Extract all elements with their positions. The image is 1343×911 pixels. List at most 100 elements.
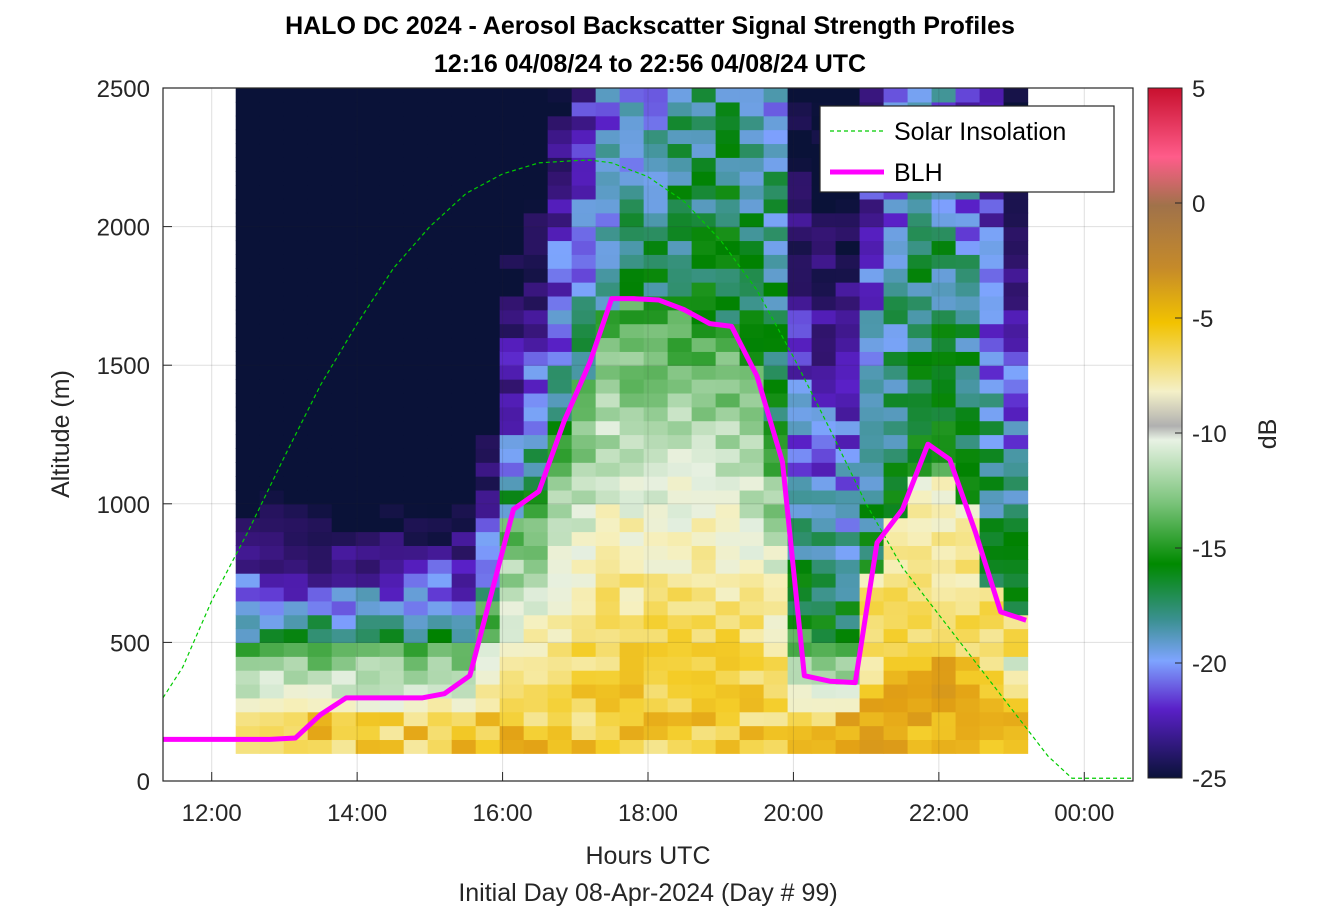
heatmap-cell bbox=[547, 489, 573, 505]
heatmap-cell bbox=[283, 351, 309, 366]
heatmap-cell bbox=[715, 337, 741, 352]
heatmap-cell bbox=[235, 503, 261, 519]
heatmap-cell bbox=[403, 365, 429, 380]
heatmap-cell bbox=[259, 683, 285, 699]
heatmap-cell bbox=[355, 517, 381, 533]
heatmap-cell bbox=[547, 282, 573, 297]
heatmap-cell bbox=[259, 351, 285, 366]
heatmap-cell bbox=[739, 101, 765, 117]
heatmap-cell bbox=[307, 309, 333, 325]
heatmap-cell bbox=[715, 725, 741, 741]
heatmap-cell bbox=[787, 656, 813, 671]
heatmap-cell bbox=[475, 448, 501, 463]
heatmap-cell bbox=[499, 143, 525, 158]
heatmap-cell bbox=[307, 212, 333, 228]
heatmap-cell bbox=[427, 545, 453, 560]
heatmap-cell bbox=[835, 476, 861, 491]
heatmap-cell bbox=[379, 379, 405, 394]
heatmap-cell bbox=[283, 379, 309, 394]
heatmap-cell bbox=[691, 185, 717, 200]
heatmap-cell bbox=[523, 379, 549, 394]
heatmap-cell bbox=[595, 254, 621, 269]
heatmap-cell bbox=[763, 559, 789, 574]
heatmap-cell bbox=[259, 157, 285, 172]
heatmap-cell bbox=[595, 462, 621, 477]
heatmap-cell bbox=[499, 573, 525, 588]
heatmap-cell bbox=[811, 683, 837, 699]
heatmap-cell bbox=[835, 531, 861, 546]
heatmap-cell bbox=[763, 697, 789, 713]
heatmap-cell bbox=[1003, 545, 1029, 560]
y-axis-label: Altitude (m) bbox=[47, 370, 75, 498]
heatmap-cell bbox=[595, 406, 621, 422]
heatmap-cell bbox=[283, 697, 309, 713]
heatmap-cell bbox=[691, 434, 717, 449]
heatmap-cell bbox=[235, 295, 261, 311]
heatmap-cell bbox=[307, 600, 333, 616]
heatmap-cell bbox=[859, 365, 885, 380]
heatmap-cell bbox=[979, 295, 1005, 311]
heatmap-cell bbox=[547, 683, 573, 699]
heatmap-cell bbox=[667, 614, 693, 630]
heatmap-cell bbox=[907, 379, 933, 394]
heatmap-cell bbox=[379, 254, 405, 269]
heatmap-cell bbox=[379, 559, 405, 574]
heatmap-cell bbox=[307, 670, 333, 685]
heatmap-cell bbox=[427, 101, 453, 117]
heatmap-cell bbox=[643, 559, 669, 574]
heatmap-cell bbox=[787, 212, 813, 228]
heatmap-cell bbox=[259, 600, 285, 616]
heatmap-cell bbox=[355, 670, 381, 685]
heatmap-cell bbox=[451, 254, 477, 269]
heatmap-cell bbox=[523, 586, 549, 602]
heatmap-cell bbox=[403, 337, 429, 352]
heatmap-cell bbox=[955, 642, 981, 657]
heatmap-cell bbox=[931, 254, 957, 269]
heatmap-cell bbox=[427, 656, 453, 671]
heatmap-cell bbox=[619, 614, 645, 630]
heatmap-cell bbox=[595, 185, 621, 200]
heatmap-cell bbox=[739, 226, 765, 242]
heatmap-cell bbox=[235, 545, 261, 560]
heatmap-cell bbox=[931, 365, 957, 380]
heatmap-cell bbox=[403, 642, 429, 657]
heatmap-cell bbox=[235, 379, 261, 394]
heatmap-cell bbox=[1003, 226, 1029, 242]
heatmap-cell bbox=[595, 198, 621, 214]
heatmap-cell bbox=[235, 337, 261, 352]
heatmap-cell bbox=[331, 268, 357, 283]
heatmap-cell bbox=[643, 434, 669, 449]
heatmap-cell bbox=[427, 351, 453, 366]
heatmap-cell bbox=[811, 628, 837, 643]
heatmap-cell bbox=[499, 254, 525, 269]
heatmap-cell bbox=[811, 642, 837, 657]
heatmap-cell bbox=[427, 462, 453, 477]
heatmap-cell bbox=[499, 157, 525, 172]
heatmap-cell bbox=[691, 462, 717, 477]
heatmap-cell bbox=[1003, 476, 1029, 491]
heatmap-cell bbox=[403, 739, 429, 754]
heatmap-cell bbox=[859, 739, 885, 754]
heatmap-cell bbox=[451, 282, 477, 297]
heatmap-cell bbox=[427, 226, 453, 242]
heatmap-cell bbox=[235, 226, 261, 242]
heatmap-cell bbox=[307, 503, 333, 519]
heatmap-cell bbox=[787, 476, 813, 491]
heatmap-cell bbox=[931, 656, 957, 671]
heatmap-cell bbox=[667, 739, 693, 754]
heatmap-cell bbox=[907, 559, 933, 574]
heatmap-cell bbox=[955, 309, 981, 325]
heatmap-cell bbox=[643, 226, 669, 242]
heatmap-cell bbox=[691, 531, 717, 546]
heatmap-cell bbox=[595, 614, 621, 630]
heatmap-cell bbox=[931, 670, 957, 685]
heatmap-cell bbox=[355, 531, 381, 546]
heatmap-cell bbox=[763, 115, 789, 131]
heatmap-cell bbox=[331, 517, 357, 533]
heatmap-cell bbox=[331, 489, 357, 505]
heatmap-cell bbox=[691, 656, 717, 671]
heatmap-cell bbox=[403, 392, 429, 408]
heatmap-cell bbox=[571, 434, 597, 449]
y-tick-label: 0 bbox=[137, 769, 150, 796]
heatmap-cell bbox=[835, 489, 861, 505]
